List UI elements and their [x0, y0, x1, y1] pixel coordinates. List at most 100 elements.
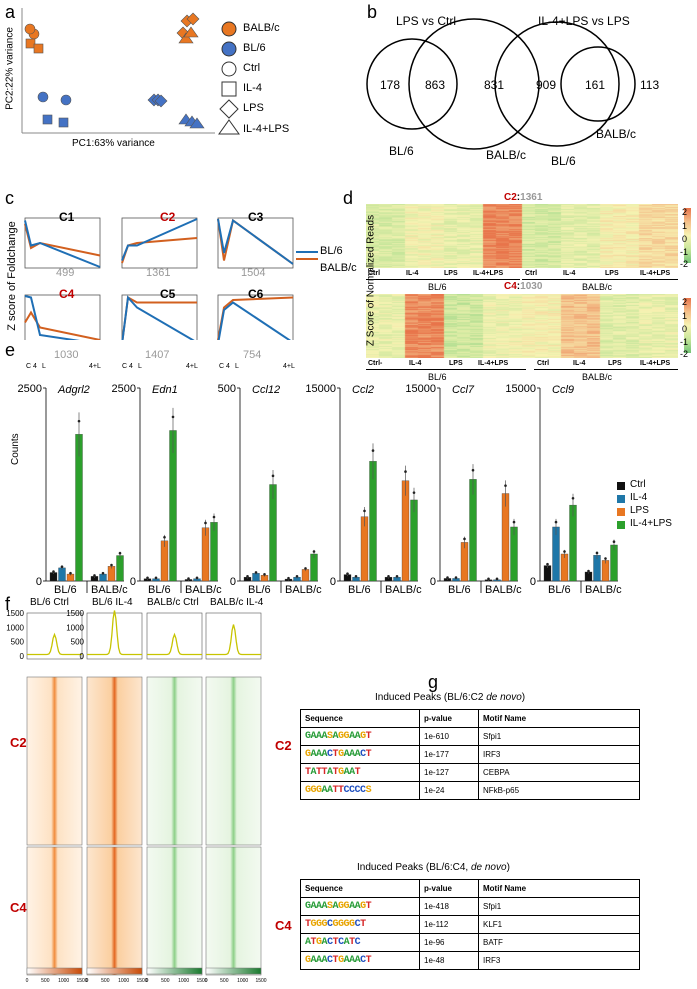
bar-group-label: BALB/c — [585, 584, 622, 595]
motif-pvalue: 1e-96 — [419, 933, 479, 952]
cluster-count-c3: 1504 — [241, 267, 266, 279]
heatmap-c4-scale-n2: -2 — [680, 349, 689, 359]
bar-point — [287, 576, 290, 580]
bar-point — [354, 574, 358, 578]
bar-point — [263, 573, 266, 576]
bar-point — [512, 520, 516, 524]
bar-point — [495, 577, 499, 581]
atac-colorbar-tick: 0 — [146, 978, 149, 984]
motif-logo: GAAASAGGAAGT — [305, 901, 372, 912]
pca-point-balbc-il4lps — [183, 26, 199, 38]
panel-f-label: f — [5, 594, 11, 614]
atac-colorbar-tick: 0 — [26, 978, 29, 984]
bar-point — [77, 419, 81, 423]
motif-name: Sfpi1 — [478, 727, 640, 746]
bar-chart-title: Edn1 — [152, 384, 178, 396]
bar-legend-lps-swatch — [617, 508, 625, 516]
pca-point-balbc-il4lps — [178, 32, 194, 44]
venn-right-title: IL-4+LPS vs LPS — [538, 14, 630, 28]
panel-e-label: e — [5, 340, 16, 360]
cluster-legend-balbc-line — [296, 258, 318, 260]
atac-colorbar — [205, 967, 262, 975]
atac-colorbar-tick: 1000 — [58, 978, 69, 984]
motif-logo: GAAACTGAAACT — [305, 749, 372, 760]
cluster-box — [24, 217, 101, 269]
bar-point — [154, 576, 158, 580]
bar-point — [412, 491, 416, 494]
cluster-legend-bl6: BL/6 — [320, 245, 343, 257]
motif-logo: GGGAATTCCCCS — [305, 785, 372, 796]
hm-top-il4lps-2: IL-4+LPS — [640, 270, 671, 277]
cluster-box — [24, 294, 101, 340]
panel-d-label: d — [343, 188, 354, 208]
hm-top-il4: IL-4 — [406, 270, 419, 277]
atac-sample-1: BL/6 Ctrl — [30, 597, 69, 608]
motif-name: IRF3 — [478, 745, 640, 764]
cluster-legend-balbc: BALB/c — [320, 262, 357, 274]
bar-point — [454, 576, 458, 579]
motif-c2-title: Induced Peaks (BL/6:C2 de novo) — [375, 692, 526, 703]
motif-row: ATGACTCATC 1e-96 BATF — [300, 933, 640, 952]
bar-point — [52, 570, 55, 573]
heatmap-c4-cluster: C4 — [504, 281, 517, 292]
bar-group-label: BL/6 — [54, 584, 77, 595]
heatmap-c4-count: 1030 — [520, 281, 543, 292]
bar — [469, 479, 477, 582]
bar-point — [93, 574, 96, 577]
cluster-plots — [24, 217, 294, 340]
motif-name: BATF — [478, 933, 640, 952]
bar-chart-title: Ccl12 — [252, 384, 280, 396]
hm-top-bracket-balbc — [522, 279, 678, 280]
motif-row: GAAASAGGAAGT 1e-610 Sfpi1 — [300, 727, 640, 746]
pca-point-balbc-ctrl — [24, 23, 36, 35]
hm-bot-il4: IL-4 — [409, 360, 422, 367]
atac-colorbar-tick: 1000 — [237, 978, 248, 984]
atac-sample-2: BL/6 IL-4 — [92, 597, 133, 608]
heatmap-c2-scale-1: 1 — [682, 221, 688, 231]
bar-point — [446, 576, 449, 579]
hm-bot-lps: LPS — [449, 360, 463, 367]
motif-header-name: Motif Name — [478, 709, 640, 728]
motif-c4-title-text: Induced Peaks (BL/6:C4, — [357, 862, 471, 873]
atac-colorbar-tick: 1500 — [255, 978, 266, 984]
legend-bl6-marker — [221, 41, 237, 57]
bar — [552, 526, 560, 582]
motif-logo: GAAACTGAAACT — [305, 955, 372, 966]
bar-point — [546, 562, 549, 566]
motif-logo: GAAASAGGAAGT — [305, 731, 372, 742]
atac-heatmap-block — [205, 846, 262, 976]
hm-top-bracket-bl6 — [366, 279, 520, 280]
bar-point — [146, 576, 149, 580]
pca-legend-balbc: BALB/c — [243, 22, 280, 34]
bar-point — [554, 520, 558, 524]
atac-colorbar-tick: 1500 — [196, 978, 207, 984]
pca-point-bl6-ctrl — [37, 91, 49, 103]
bar-y-tick: 0 — [430, 576, 436, 588]
atac-colorbar — [26, 967, 83, 975]
bar-group-label: BL/6 — [548, 584, 571, 595]
motif-row: GAAACTGAAACT 1e-177 IRF3 — [300, 745, 640, 764]
bar — [601, 560, 610, 582]
bar-group-label: BALB/c — [485, 584, 522, 595]
pca-point-balbc-il4 — [25, 38, 36, 49]
bar — [569, 504, 577, 582]
bar-point — [504, 484, 507, 487]
bar — [75, 434, 83, 582]
bar-chart-title: Ccl2 — [352, 384, 374, 396]
pca-legend-ctrl: Ctrl — [243, 62, 261, 74]
cluster-box — [121, 294, 198, 340]
bar-ylabel: Counts — [10, 433, 21, 465]
bar-point — [101, 571, 105, 575]
bar-legend-il4: IL-4 — [630, 492, 648, 503]
bar-point — [604, 557, 607, 560]
motif-pvalue: 1e-48 — [419, 951, 479, 970]
cluster-xtick-l: L — [235, 363, 239, 370]
cluster-line-bl6 — [24, 295, 81, 340]
heatmap-c4 — [366, 294, 678, 358]
motif-logo: ATGACTCATC — [305, 937, 361, 948]
motif-c4-title-em: de novo — [470, 862, 507, 873]
hm-top-ctrl-2: Ctrl — [525, 270, 538, 277]
pca-point-balbc-lps — [186, 12, 200, 26]
atac-profile-ytick: 1500 — [66, 609, 84, 618]
